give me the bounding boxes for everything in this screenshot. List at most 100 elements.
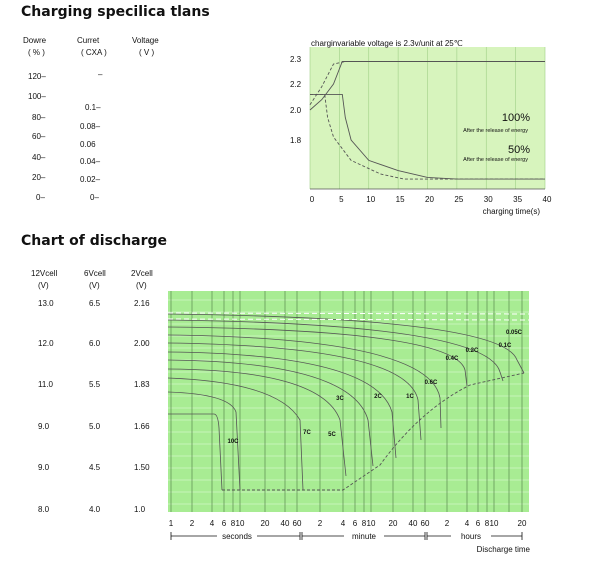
- voltage-cell: 4.0: [89, 505, 101, 514]
- curve-label: 0.05C: [506, 330, 523, 336]
- x-tick-label: 8: [485, 519, 490, 528]
- curve-label: 0.2C: [466, 348, 479, 354]
- col-header-2v: 2Vcell: [131, 269, 153, 278]
- top-line: [167, 312, 530, 315]
- discharge-curve: [167, 313, 525, 374]
- voltage-cell: 2.16: [134, 299, 150, 308]
- discharge-curve: [167, 368, 347, 477]
- discharge-curve: [167, 342, 422, 441]
- x-tick-label: 0: [310, 195, 315, 204]
- discharge-curve: [167, 326, 468, 387]
- x-tick-label: 15: [396, 195, 405, 204]
- curve-label: 1C: [406, 394, 414, 400]
- x-tick-label: 20: [518, 519, 527, 528]
- x-tick-label: 40: [543, 195, 552, 204]
- curret-tick: 0.02–: [80, 175, 101, 184]
- x-tick-label: 2: [318, 519, 323, 528]
- x-tick-label: 6: [222, 519, 227, 528]
- voltage-cell: 13.0: [38, 299, 54, 308]
- annotation-50-sub: After the release of energy: [463, 157, 528, 163]
- curret-unit: ( CXA ): [81, 48, 107, 57]
- charging-curve: [309, 61, 545, 111]
- x-tick-label: 4: [210, 519, 215, 528]
- x-tick-label: 20: [425, 195, 434, 204]
- unit-label: minute: [352, 532, 377, 541]
- col-unit-12v: (V): [38, 281, 49, 290]
- charging-curve: [310, 93, 545, 180]
- cutoff-curve: [222, 372, 525, 491]
- unit-label-bg: [344, 531, 384, 541]
- y-tick-label: 2.0: [290, 106, 302, 115]
- unit-label-bg: [451, 531, 491, 541]
- x-tick-label: 10: [366, 195, 375, 204]
- x-tick-label: 8: [362, 519, 367, 528]
- unit-label-bg: [217, 531, 257, 541]
- curret-tick: 0–: [90, 193, 99, 202]
- voltage-cell: 6.5: [89, 299, 101, 308]
- x-axis-label: charging time(s): [483, 207, 541, 216]
- unit-label: hours: [461, 532, 481, 541]
- x-tick-label: 2: [445, 519, 450, 528]
- voltage-cell: 1.0: [134, 505, 146, 514]
- x-tick-label: 8: [231, 519, 236, 528]
- voltage-cell: 8.0: [38, 505, 50, 514]
- annotation-50: 50%: [508, 144, 530, 156]
- x-tick-label: 35: [513, 195, 522, 204]
- x-tick-label: 20: [389, 519, 398, 528]
- curve-label: 3C: [336, 396, 344, 402]
- voltage-cell: 4.5: [89, 463, 101, 472]
- x-tick-label: 40: [409, 519, 418, 528]
- curve-label: 7C: [303, 430, 311, 436]
- x-axis-label: Discharge time: [477, 545, 531, 554]
- voltage-cell: 5.0: [89, 422, 101, 431]
- voltage-cell: 1.66: [134, 422, 150, 431]
- x-tick-label: 2: [190, 519, 195, 528]
- col-unit-2v: (V): [136, 281, 147, 290]
- dowre-tick: 20–: [32, 173, 46, 182]
- annotation-100: 100%: [502, 112, 530, 124]
- chart-title: charginvariable voltage is 2.3v/unit at …: [311, 39, 463, 48]
- curret-tick: 0.06: [80, 140, 96, 149]
- dowre-tick: 0–: [36, 193, 45, 202]
- discharge-curve: [167, 377, 304, 491]
- voltage-cell: 6.0: [89, 339, 101, 348]
- x-tick-label: 10: [367, 519, 376, 528]
- voltage-cell: 1.83: [134, 380, 150, 389]
- curret-header: Curret: [77, 36, 100, 45]
- col-unit-6v: (V): [89, 281, 100, 290]
- voltage-cell: 9.0: [38, 463, 50, 472]
- x-tick-label: 1: [169, 519, 174, 528]
- voltage-cell: 12.0: [38, 339, 54, 348]
- curret-tick: –: [98, 70, 103, 79]
- x-tick-label: 60: [293, 519, 302, 528]
- voltage-cell: 11.0: [38, 380, 53, 389]
- unit-label: seconds: [222, 532, 252, 541]
- voltage-header: Voltage: [132, 36, 159, 45]
- curve-label: 0.4C: [446, 356, 459, 362]
- y-tick-label: 1.8: [290, 136, 302, 145]
- x-tick-label: 40: [281, 519, 290, 528]
- col-header-12v: 12Vcell: [31, 269, 58, 278]
- discharge-curve: [167, 334, 442, 429]
- dowre-tick: 100–: [28, 92, 46, 101]
- discharge-curve: [168, 413, 223, 491]
- curve-label: 0.6C: [425, 380, 438, 386]
- x-tick-label: 6: [353, 519, 358, 528]
- x-tick-label: 10: [490, 519, 499, 528]
- x-tick-label: 20: [261, 519, 270, 528]
- dowre-tick: 120–: [28, 72, 46, 81]
- voltage-unit: ( V ): [139, 48, 155, 57]
- annotation-100-sub: After the release of energy: [463, 128, 528, 134]
- discharge-curve: [167, 359, 374, 467]
- curret-tick: 0.08–: [80, 122, 101, 131]
- col-header-6v: 6Vcell: [84, 269, 106, 278]
- dowre-tick: 80–: [32, 113, 46, 122]
- y-tick-label: 2.3: [290, 55, 302, 64]
- x-tick-label: 4: [465, 519, 470, 528]
- x-tick-label: 60: [421, 519, 430, 528]
- curve-label: 10C: [227, 439, 239, 445]
- discharge-title: Chart of discharge: [21, 233, 168, 249]
- charging-curve: [310, 93, 545, 180]
